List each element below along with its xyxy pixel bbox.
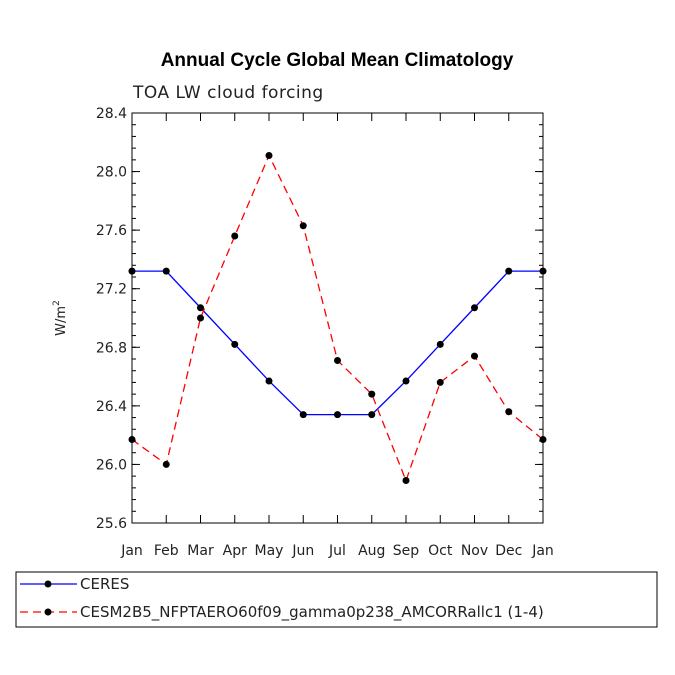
x-tick-label: Feb xyxy=(154,543,179,559)
series-1-point xyxy=(471,304,478,312)
series-layer xyxy=(128,151,547,485)
x-tick-label: May xyxy=(255,543,284,559)
y-tick-label: 26.0 xyxy=(96,457,127,473)
series-1-point xyxy=(162,267,170,275)
series-2-point xyxy=(471,352,478,360)
series-1-point xyxy=(436,340,444,348)
series-2-point xyxy=(197,314,204,322)
y-axis-label-superscript: 2 xyxy=(52,300,62,306)
series-2-point xyxy=(539,436,547,444)
series-2-point xyxy=(334,356,341,364)
legend-marker-1 xyxy=(44,580,52,588)
legend-label-2: CESM2B5_NFPTAERO60f09_gamma0p238_AMCORRa… xyxy=(80,603,544,622)
series-2-point xyxy=(402,477,410,485)
series-2-point xyxy=(231,232,239,240)
series-1-point xyxy=(539,267,547,275)
series-1-point xyxy=(128,267,136,275)
legend-box xyxy=(15,571,658,628)
x-tick-label: Jul xyxy=(328,543,346,559)
series-line-2 xyxy=(131,153,544,483)
legend-marker-2 xyxy=(44,608,52,616)
x-tick-label: Nov xyxy=(461,543,488,559)
x-tick-label: Apr xyxy=(223,543,247,559)
series-2-point xyxy=(436,378,444,386)
y-tick-label: 28.0 xyxy=(96,165,127,181)
x-tick-label: Jan xyxy=(120,543,143,559)
x-tick-label: Jun xyxy=(291,543,314,559)
series-2-point xyxy=(128,436,136,444)
series-2-point xyxy=(505,408,513,416)
plot-frame xyxy=(131,112,544,524)
series-1-point xyxy=(231,340,239,348)
series-line-1 xyxy=(132,270,543,416)
series-2-point xyxy=(368,390,376,398)
series-1-point xyxy=(197,304,204,312)
series-1-point xyxy=(334,411,341,419)
y-tick-label: 26.8 xyxy=(96,340,127,356)
x-tick-label: Oct xyxy=(428,543,453,559)
x-tick-label: Jan xyxy=(531,543,554,559)
series-1-point xyxy=(265,377,273,385)
x-tick-label: Aug xyxy=(358,543,385,559)
y-axis-label-text: W/m xyxy=(54,306,69,336)
series-1-point xyxy=(299,411,307,419)
y-tick-label: 26.4 xyxy=(96,399,127,415)
series-2-point xyxy=(162,460,170,468)
chart-title: Annual Cycle Global Mean Climatology xyxy=(161,50,514,71)
y-tick-labels: 25.6 26.0 26.4 26.8 27.2 27.6 28.0 28.4 xyxy=(96,106,127,532)
x-tick-labels: Jan Feb Mar Apr May Jun Jul Aug Sep Oct Nov Dec Jan xyxy=(120,543,554,559)
y-tick-label: 28.4 xyxy=(96,106,127,122)
x-tick-label: Sep xyxy=(393,543,420,559)
y-axis-label: W/m2 xyxy=(52,300,69,336)
legend-label-1: CERES xyxy=(80,575,129,593)
chart-subtitle: TOA LW cloud forcing xyxy=(132,83,324,103)
minor-ticks xyxy=(132,112,543,524)
series-1-point xyxy=(368,411,376,419)
y-tick-label: 27.2 xyxy=(96,282,127,298)
series-1-point xyxy=(402,377,410,385)
legend: CERES CESM2B5_NFPTAERO60f09_gamma0p238_AM… xyxy=(20,575,544,622)
y-tick-label: 27.6 xyxy=(96,223,127,239)
x-tick-label: Mar xyxy=(187,543,214,559)
major-ticks xyxy=(131,112,544,524)
series-2-point xyxy=(299,222,307,230)
y-tick-label: 25.6 xyxy=(96,516,127,532)
series-1-point xyxy=(505,267,513,275)
series-2-point xyxy=(265,151,273,159)
x-tick-label: Dec xyxy=(495,543,522,559)
